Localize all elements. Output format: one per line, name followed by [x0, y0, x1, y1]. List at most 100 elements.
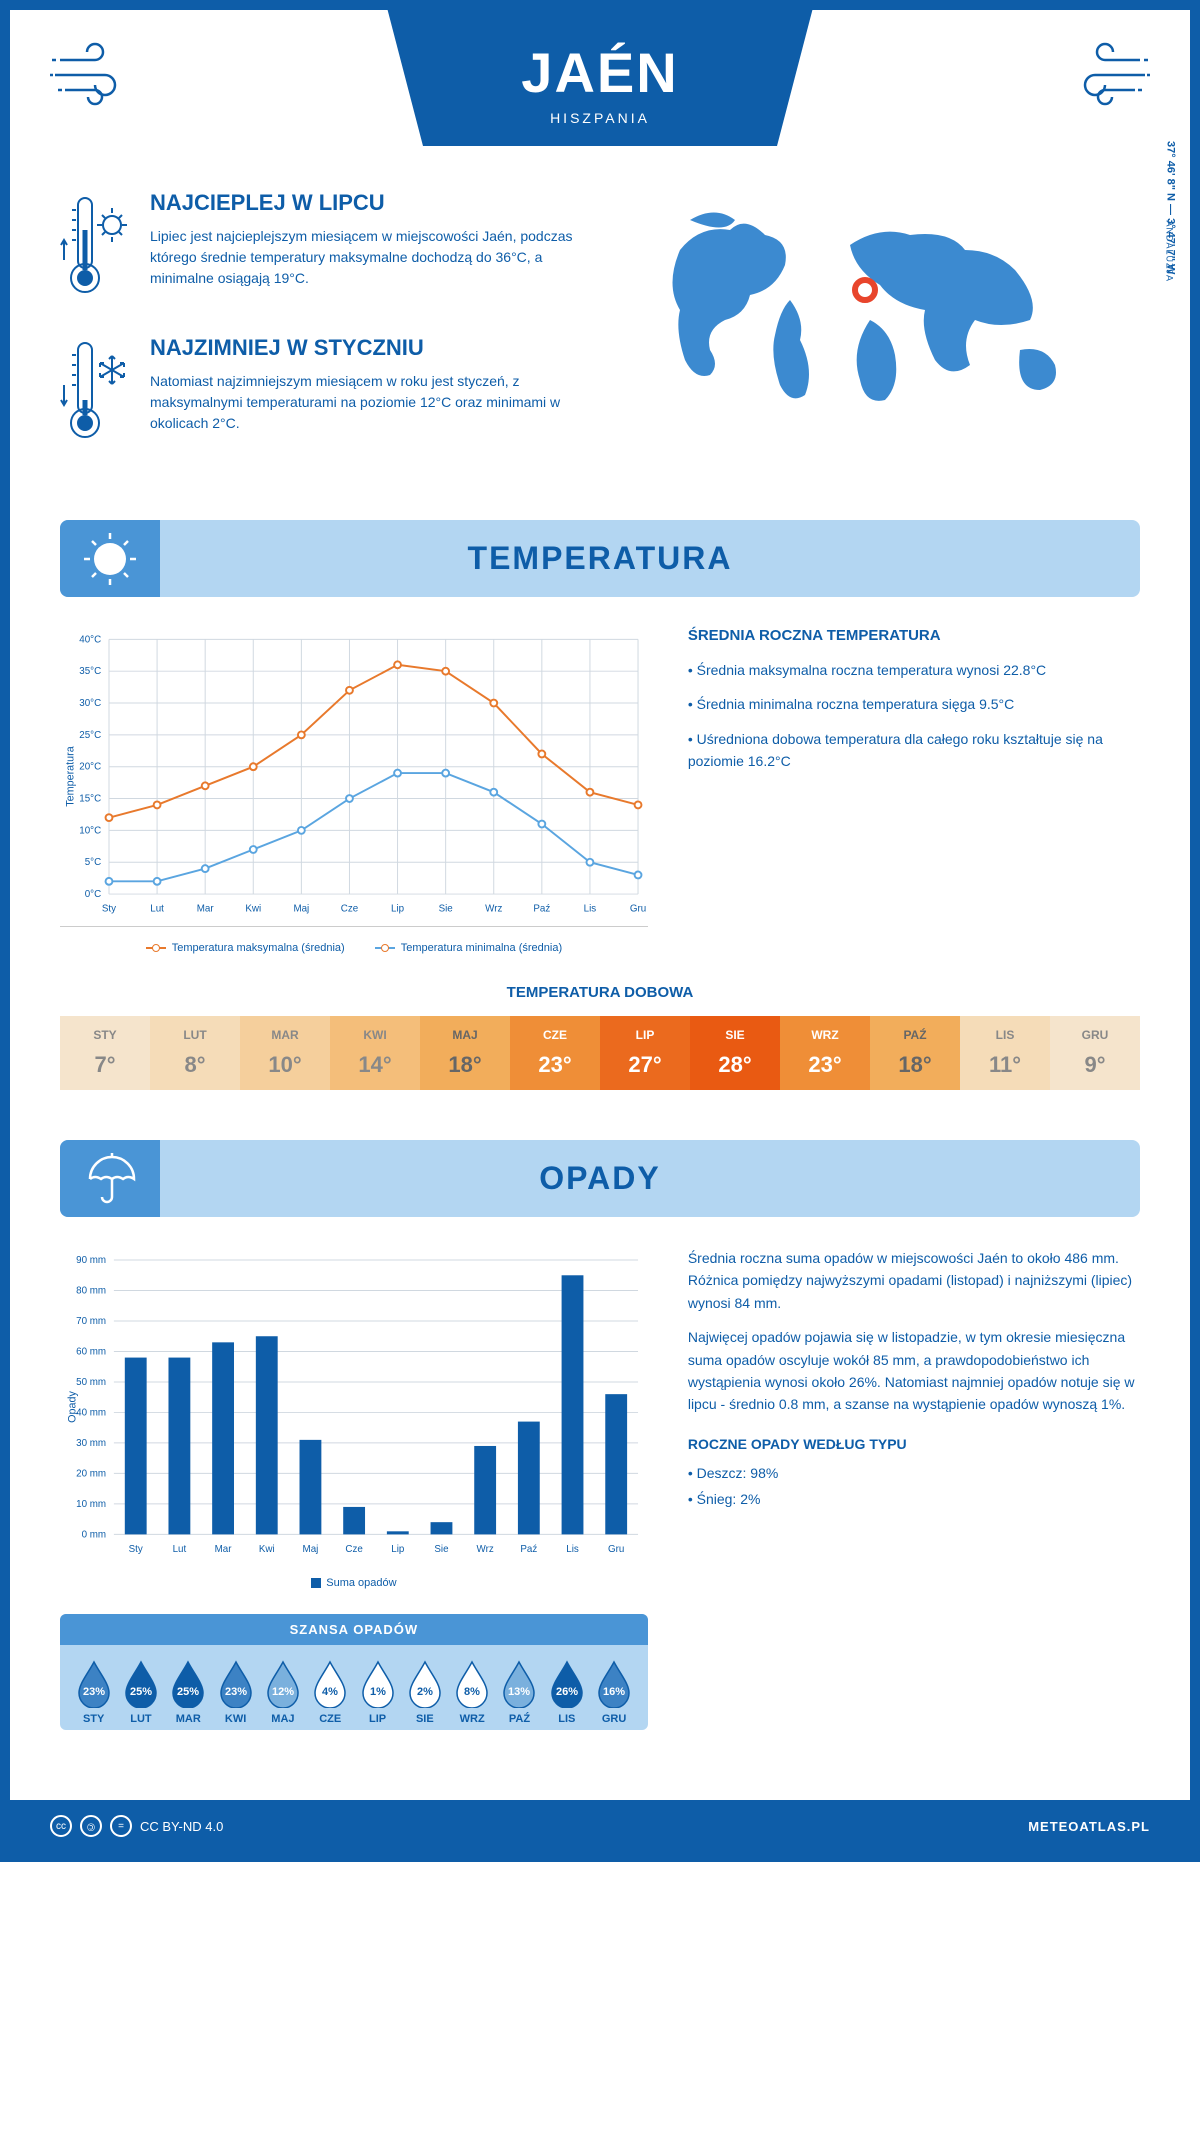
rain-drop-icon: 8%	[453, 1660, 491, 1708]
daily-temp-cell: WRZ23°	[780, 1016, 870, 1090]
coldest-block: NAJZIMNIEJ W STYCZNIU Natomiast najzimni…	[60, 335, 580, 450]
daily-month: GRU	[1050, 1028, 1140, 1042]
rain-drop-month: LUT	[117, 1713, 164, 1725]
thermometer-hot-icon	[60, 190, 130, 305]
daily-value: 18°	[420, 1052, 510, 1078]
rain-drop-icon: 1%	[359, 1660, 397, 1708]
daily-temp-table: STY7°LUT8°MAR10°KWI14°MAJ18°CZE23°LIP27°…	[60, 1016, 1140, 1090]
coords-label: 37° 46' 8" N — 3° 47' 7" W	[1164, 141, 1176, 274]
temp-summary-item: • Średnia maksymalna roczna temperatura …	[688, 659, 1140, 681]
svg-text:20°C: 20°C	[79, 762, 101, 773]
daily-temp-cell: CZE 23°	[510, 1016, 600, 1090]
rain-type-item: • Śnieg: 2%	[688, 1488, 1140, 1510]
svg-text:Lis: Lis	[584, 904, 597, 915]
svg-text:15°C: 15°C	[79, 793, 101, 804]
rain-drop-cell: 25% LUT	[117, 1660, 164, 1725]
svg-text:Kwi: Kwi	[245, 904, 261, 915]
thermometer-cold-icon	[60, 335, 130, 450]
license-text: CC BY-ND 4.0	[140, 1819, 223, 1834]
daily-value: 11°	[960, 1052, 1050, 1078]
svg-text:Gru: Gru	[608, 1544, 624, 1555]
svg-text:Gru: Gru	[630, 904, 646, 915]
svg-text:Lip: Lip	[391, 904, 405, 915]
intro-left: NAJCIEPLEJ W LIPCU Lipiec jest najcieple…	[60, 190, 580, 480]
svg-text:Paź: Paź	[520, 1544, 537, 1555]
temperature-section-header: TEMPERATURA	[60, 520, 1140, 597]
rain-drops-row: 23% STY 25% LUT 25% MAR 23% KWI	[60, 1645, 648, 1730]
rain-drop-icon: 4%	[311, 1660, 349, 1708]
rain-text: Średnia roczna suma opadów w miejscowośc…	[688, 1247, 1140, 1730]
rain-text-1: Średnia roczna suma opadów w miejscowośc…	[688, 1247, 1140, 1314]
coldest-description: Natomiast najzimniejszym miesiącem w rok…	[150, 371, 580, 434]
daily-month: CZE	[510, 1028, 600, 1042]
svg-text:Opady: Opady	[67, 1391, 79, 1423]
svg-text:Wrz: Wrz	[477, 1544, 494, 1555]
rain-bar-chart: 0 mm10 mm20 mm30 mm40 mm50 mm60 mm70 mm8…	[60, 1247, 648, 1567]
svg-text:16%: 16%	[603, 1686, 625, 1698]
daily-month: STY	[60, 1028, 150, 1042]
wind-icon-right	[1060, 40, 1150, 115]
legend-max: .legend-swatch:nth-child(1)::before{bord…	[146, 942, 345, 954]
temp-chart-area: 0°C5°C10°C15°C20°C25°C30°C35°C40°CStyLut…	[60, 627, 648, 954]
rain-text-2: Najwięcej opadów pojawia się w listopadz…	[688, 1326, 1140, 1416]
daily-temp-cell: STY7°	[60, 1016, 150, 1090]
daily-temp-title: TEMPERATURA DOBOWA	[60, 984, 1140, 1001]
svg-text:30°C: 30°C	[79, 698, 101, 709]
svg-text:Lis: Lis	[566, 1544, 579, 1555]
svg-text:2%: 2%	[417, 1686, 433, 1698]
rain-drop-month: MAR	[165, 1713, 212, 1725]
svg-text:Mar: Mar	[197, 904, 215, 915]
rain-drop-icon: 2%	[406, 1660, 444, 1708]
coldest-title: NAJZIMNIEJ W STYCZNIU	[150, 335, 580, 361]
daily-month: WRZ	[780, 1028, 870, 1042]
svg-text:Sie: Sie	[434, 1544, 448, 1555]
daily-month: SIE	[690, 1028, 780, 1042]
svg-text:Kwi: Kwi	[259, 1544, 275, 1555]
rain-drop-month: SIE	[401, 1713, 448, 1725]
rain-chance-panel: SZANSA OPADÓW 23% STY 25% LUT 25% MAR	[60, 1614, 648, 1730]
rain-legend-label: Suma opadów	[326, 1577, 396, 1589]
daily-value: 8°	[150, 1052, 240, 1078]
rain-chart-area: 0 mm10 mm20 mm30 mm40 mm50 mm60 mm70 mm8…	[60, 1247, 648, 1730]
legend-min: Temperatura minimalna (średnia)	[375, 942, 562, 954]
rain-drop-month: LIP	[354, 1713, 401, 1725]
rain-drop-icon: 23%	[75, 1660, 113, 1708]
svg-text:1%: 1%	[370, 1686, 386, 1698]
daily-temp-cell: KWI14°	[330, 1016, 420, 1090]
header-wrap: JAÉN HISZPANIA	[10, 10, 1190, 150]
rain-type-block: ROCZNE OPADY WEDŁUG TYPU • Deszcz: 98%• …	[688, 1436, 1140, 1511]
rain-drop-cell: 23% KWI	[212, 1660, 259, 1725]
daily-temp-cell: SIE28°	[690, 1016, 780, 1090]
page: JAÉN HISZPANIA NAJCIEPLEJ W LIPCU Lipiec…	[0, 0, 1200, 1862]
daily-temp-cell: PAŹ18°	[870, 1016, 960, 1090]
svg-text:13%: 13%	[508, 1686, 530, 1698]
svg-text:0 mm: 0 mm	[82, 1529, 106, 1540]
svg-text:Cze: Cze	[345, 1544, 362, 1555]
daily-value: 9°	[1050, 1052, 1140, 1078]
daily-temp-cell: LIS11°	[960, 1016, 1050, 1090]
daily-temp-cell: MAR10°	[240, 1016, 330, 1090]
svg-text:70 mm: 70 mm	[76, 1316, 106, 1327]
rain-drop-month: KWI	[212, 1713, 259, 1725]
warmest-block: NAJCIEPLEJ W LIPCU Lipiec jest najcieple…	[60, 190, 580, 305]
rain-drop-icon: 12%	[264, 1660, 302, 1708]
rain-drop-month: PAŹ	[496, 1713, 543, 1725]
daily-value: 23°	[510, 1052, 600, 1078]
cc-by-icon: 🄯	[80, 1815, 102, 1837]
svg-text:50 mm: 50 mm	[76, 1377, 106, 1388]
rain-drop-cell: 8% WRZ	[449, 1660, 496, 1725]
svg-text:30 mm: 30 mm	[76, 1438, 106, 1449]
svg-text:4%: 4%	[322, 1686, 338, 1698]
warmest-description: Lipiec jest najcieplejszym miesiącem w m…	[150, 226, 580, 289]
rain-drop-cell: 25% MAR	[165, 1660, 212, 1725]
daily-temp-cell: LUT8°	[150, 1016, 240, 1090]
svg-text:Sty: Sty	[102, 904, 116, 915]
legend-max-label: Temperatura maksymalna (średnia)	[172, 942, 345, 954]
svg-text:90 mm: 90 mm	[76, 1255, 106, 1266]
rain-drop-icon: 25%	[122, 1660, 160, 1708]
cc-nd-icon: =	[110, 1815, 132, 1837]
temp-summary-title: ŚREDNIA ROCZNA TEMPERATURA	[688, 627, 1140, 644]
world-map	[620, 190, 1140, 435]
temperature-line-chart: 0°C5°C10°C15°C20°C25°C30°C35°C40°CStyLut…	[60, 627, 648, 927]
svg-text:Lut: Lut	[173, 1544, 187, 1555]
